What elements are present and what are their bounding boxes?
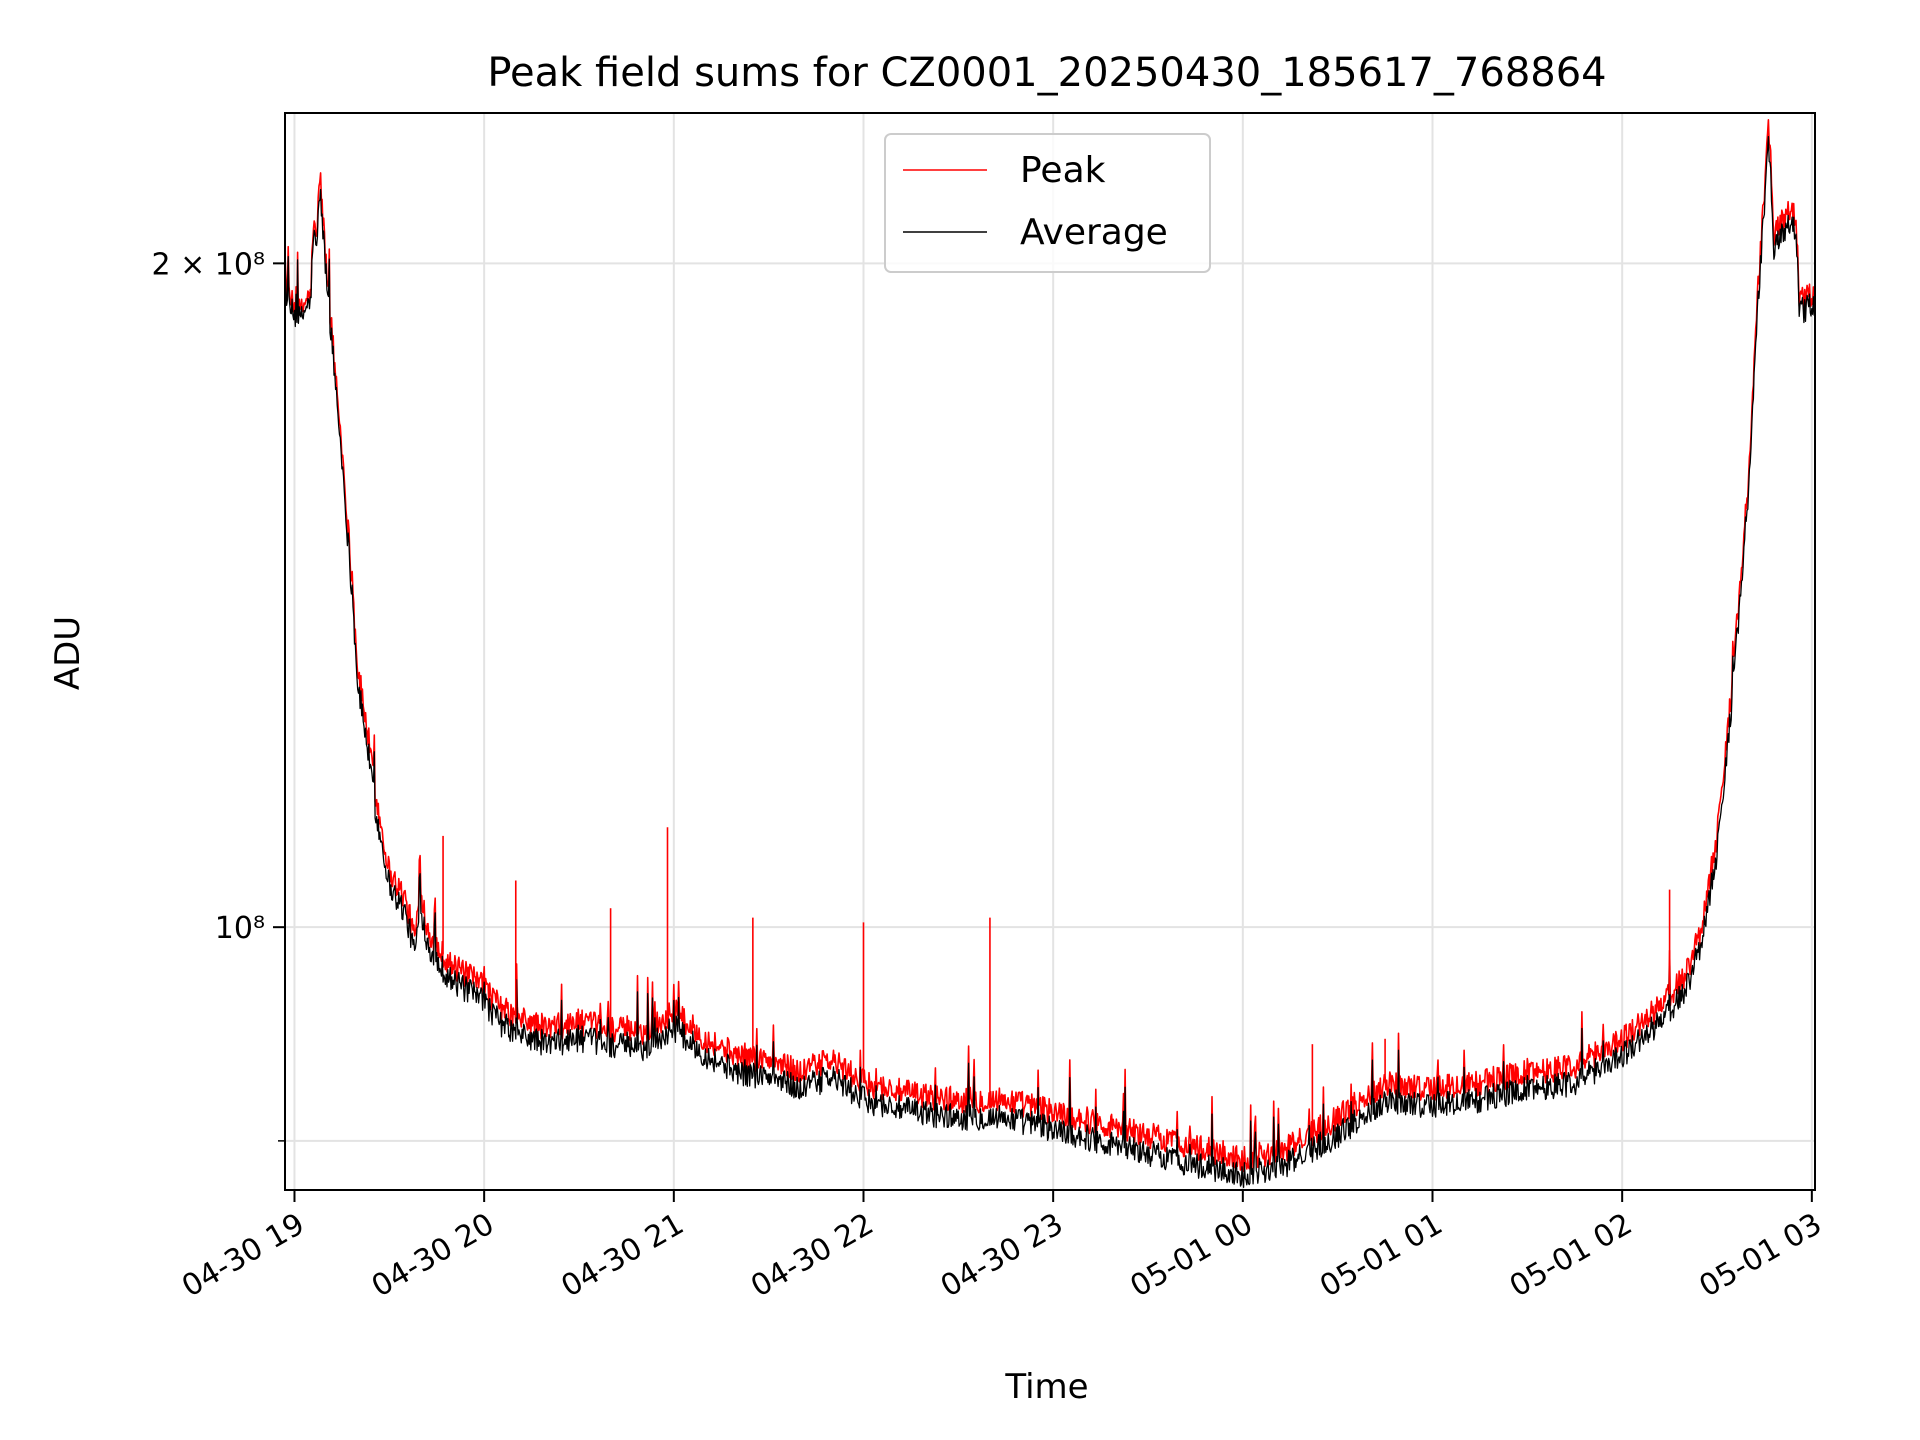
legend-label-average: Average [1020, 212, 1168, 253]
series-line-average [285, 135, 1815, 1189]
x-tick-label: 04-30 22 [745, 1207, 879, 1305]
grid [285, 113, 1815, 1190]
x-tick-label: 05-01 02 [1504, 1207, 1638, 1305]
y-tick-label: 2 × 10⁸ [152, 247, 266, 282]
x-tick-label: 04-30 23 [935, 1207, 1069, 1305]
legend: Peak Average [884, 133, 1211, 273]
legend-box [884, 133, 1211, 273]
y-axis-label: ADU [48, 616, 88, 690]
x-tick-label: 05-01 03 [1694, 1207, 1828, 1305]
x-tick-label: 05-01 01 [1314, 1207, 1448, 1305]
y-tick-label: 10⁸ [215, 911, 265, 946]
plot-frame [284, 112, 1816, 1191]
series-line-peak [285, 119, 1815, 1173]
series-layer [285, 119, 1815, 1189]
x-tick-label: 04-30 21 [556, 1207, 690, 1305]
chart-title: Peak field sums for CZ0001_20250430_1856… [487, 50, 1606, 96]
x-tick-label: 04-30 19 [176, 1207, 310, 1305]
x-tick-label: 05-01 00 [1125, 1207, 1259, 1305]
legend-label-peak: Peak [1020, 150, 1106, 191]
x-axis-label: Time [1004, 1367, 1088, 1407]
axis-ticks: 04-30 19 04-30 20 04-30 21 04-30 22 04-30 23… [152, 247, 1828, 1304]
x-tick-label: 04-30 20 [366, 1207, 500, 1305]
